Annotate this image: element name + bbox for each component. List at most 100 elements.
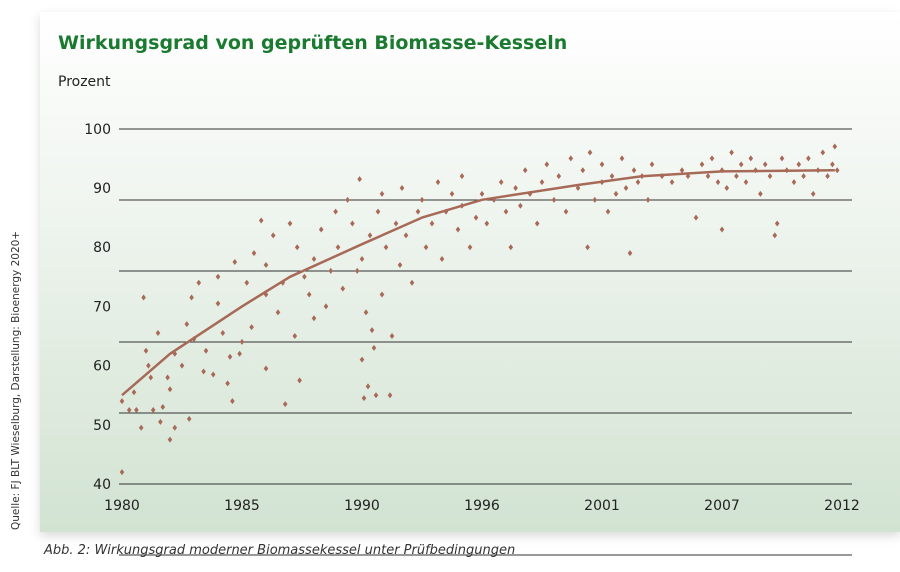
data-point: [484, 220, 490, 227]
data-point: [237, 350, 242, 357]
data-point: [148, 374, 154, 381]
data-point: [830, 161, 835, 168]
data-point: [263, 365, 269, 372]
y-axis-label: Prozent: [58, 74, 111, 90]
data-point: [568, 155, 574, 162]
data-point: [415, 208, 421, 215]
data-point: [119, 398, 125, 405]
chart-title: Wirkungsgrad von geprüften Biomasse-Kess…: [58, 32, 568, 54]
data-point: [143, 347, 149, 354]
data-point: [613, 190, 619, 197]
x-tick-label: 2001: [584, 498, 620, 514]
data-point: [292, 333, 298, 339]
data-point: [627, 250, 633, 257]
data-point: [119, 469, 125, 476]
data-point: [244, 279, 250, 286]
data-point: [201, 368, 206, 375]
data-point: [734, 173, 739, 180]
data-point: [282, 401, 288, 408]
data-point: [513, 185, 518, 191]
data-point: [631, 167, 637, 174]
data-point: [585, 244, 590, 251]
data-point: [534, 220, 540, 227]
x-tick-label: 1980: [104, 498, 140, 514]
data-point: [141, 294, 146, 301]
data-point: [518, 202, 523, 209]
data-point: [335, 244, 341, 251]
x-tick-label: 2007: [704, 498, 740, 514]
data-point: [363, 309, 369, 316]
data-point: [155, 330, 161, 337]
data-point: [580, 167, 586, 174]
data-point: [333, 208, 338, 215]
data-point: [527, 190, 533, 197]
data-point: [832, 143, 838, 150]
data-point: [369, 327, 375, 334]
data-point: [186, 415, 192, 422]
data-point: [503, 208, 509, 215]
data-point: [409, 279, 415, 286]
data-point: [592, 196, 598, 203]
data-point: [758, 190, 763, 197]
data-point: [423, 244, 429, 251]
data-point: [184, 321, 190, 328]
y-tick-label: 100: [84, 122, 111, 138]
data-point: [318, 226, 324, 233]
chart-card: [40, 12, 900, 532]
data-point: [383, 244, 389, 251]
data-point: [719, 226, 725, 233]
data-point: [699, 161, 705, 168]
x-tick-label: 1985: [224, 498, 260, 514]
data-point: [709, 155, 715, 162]
data-point: [669, 179, 675, 186]
data-point: [263, 261, 269, 268]
data-point: [587, 149, 593, 156]
y-tick-label: 60: [93, 359, 111, 375]
figure-caption: Abb. 2: Wirkungsgrad moderner Biomasseke…: [44, 543, 516, 558]
data-point: [323, 303, 329, 310]
data-point: [215, 300, 221, 307]
data-point: [820, 149, 826, 156]
data-point: [160, 404, 166, 411]
data-point: [508, 244, 514, 251]
data-point: [551, 196, 557, 203]
data-point: [357, 176, 362, 183]
data-point: [419, 196, 425, 203]
data-point: [635, 179, 641, 186]
data-point: [220, 330, 226, 337]
data-point: [806, 155, 811, 162]
data-point: [693, 214, 699, 221]
data-point: [439, 256, 445, 263]
data-point: [138, 424, 144, 431]
data-point: [645, 196, 651, 203]
data-point: [275, 309, 281, 316]
data-point: [345, 196, 350, 203]
data-point: [762, 161, 768, 168]
data-point: [473, 214, 479, 221]
data-point: [189, 294, 194, 301]
data-point: [724, 185, 730, 191]
y-tick-label: 40: [93, 477, 111, 493]
data-point: [350, 220, 355, 227]
y-tick-label: 70: [93, 299, 111, 315]
data-point: [748, 155, 754, 162]
data-point: [779, 155, 785, 162]
data-point: [599, 161, 605, 168]
data-point: [649, 161, 655, 168]
data-point: [249, 324, 254, 331]
data-point: [232, 259, 238, 265]
data-point: [215, 273, 221, 280]
data-point: [435, 179, 441, 186]
data-point: [609, 173, 615, 180]
data-point: [203, 347, 209, 354]
data-point: [685, 173, 691, 180]
data-point: [455, 226, 461, 233]
x-tick-label: 1990: [344, 498, 380, 514]
data-point: [389, 333, 395, 339]
data-point: [825, 173, 830, 180]
data-point: [311, 256, 317, 263]
data-point: [172, 350, 178, 357]
data-point: [705, 173, 711, 180]
data-point: [539, 179, 545, 186]
data-point: [575, 185, 581, 191]
